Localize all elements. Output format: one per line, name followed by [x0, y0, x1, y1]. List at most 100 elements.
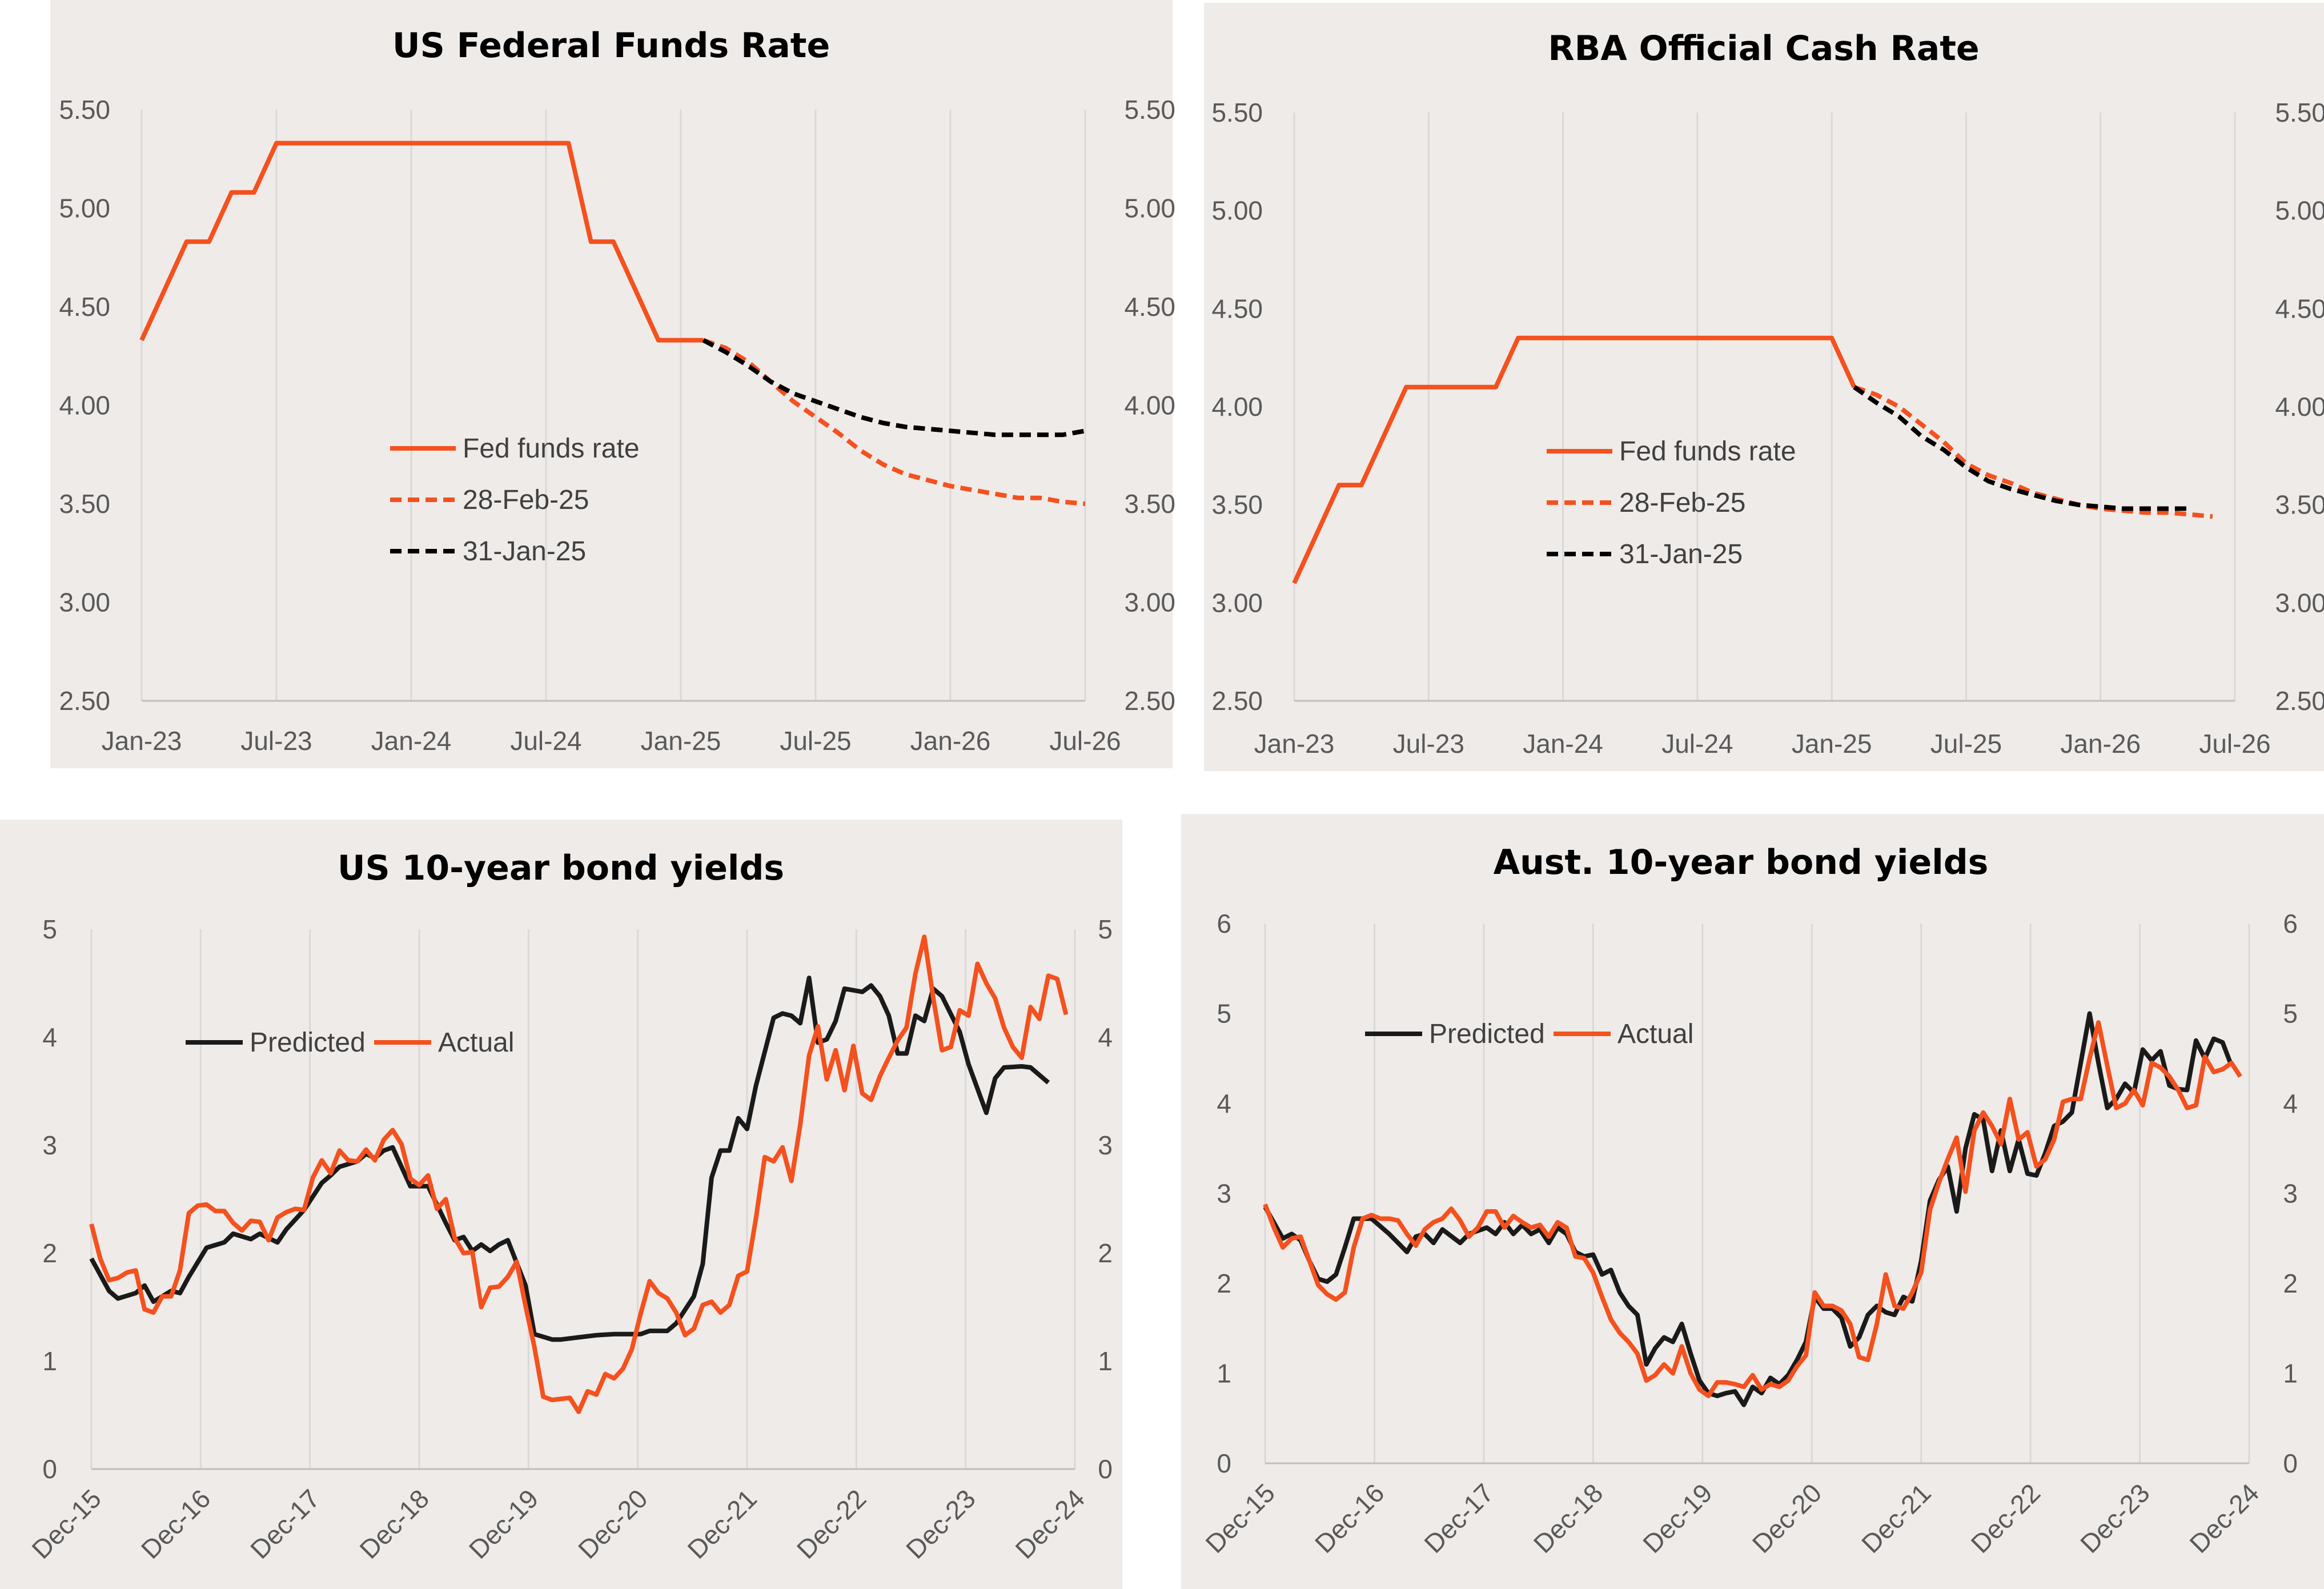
x-tick-label: Dec-22	[791, 1483, 872, 1564]
y-tick-label-left: 3.50	[1211, 490, 1263, 520]
series-line-1	[1263, 1020, 2242, 1398]
y-tick-label-left: 5.50	[1211, 98, 1263, 127]
x-tick-label: Jul-25	[1930, 729, 2002, 759]
y-tick-label-right: 1	[2283, 1359, 2298, 1389]
chart-title: RBA Official Cash Rate	[1548, 29, 1979, 69]
x-tick-label: Dec-23	[2074, 1478, 2156, 1559]
x-tick-label: Dec-17	[244, 1483, 326, 1564]
legend-label: Actual	[1617, 1019, 1693, 1049]
chart-panel-rba-cash-rate: Jan-23 Jul-23 Jan-24 Jul-24 Jan-25 Jul-25 Jan-…	[1204, 3, 2324, 771]
x-tick-label: Dec-20	[1747, 1478, 1828, 1559]
x-tick-label: Jan-26	[910, 726, 991, 756]
y-tick-label-left: 3	[1217, 1179, 1231, 1209]
y-tick-label-left: 5.00	[59, 194, 110, 223]
y-tick-label-left: 2	[1217, 1269, 1231, 1298]
chart-aus-10y-yields: Dec-15 Dec-16 Dec-17 Dec-18 Dec-19 Dec-20 Dec-…	[1199, 842, 2298, 1559]
y-tick-label-right: 4.00	[2275, 392, 2324, 422]
y-tick-label-left: 4	[42, 1022, 57, 1052]
chart-panel-us-10y-yields: Dec-15 Dec-16 Dec-17 Dec-18 Dec-19 Dec-20 Dec-…	[0, 820, 1122, 1589]
y-tick-label-right: 2	[1098, 1238, 1113, 1268]
y-tick-label-left: 1	[42, 1346, 57, 1376]
series-line-2	[1853, 385, 2190, 511]
x-tick-label: Jul-26	[1049, 726, 1121, 756]
y-tick-label-right: 3	[1098, 1130, 1113, 1160]
y-tick-label-right: 1	[1098, 1346, 1113, 1376]
y-tick-label-left: 3.00	[59, 588, 110, 617]
y-tick-label-left: 4.50	[59, 292, 110, 322]
legend-label: 28-Feb-25	[463, 485, 589, 515]
chart-panel-us-fed-funds: Jan-23 Jul-23 Jan-24 Jul-24 Jan-25 Jul-25 Jan-…	[50, 0, 1175, 768]
x-tick-label: Dec-19	[463, 1483, 544, 1564]
x-tick-label: Dec-24	[1009, 1483, 1090, 1564]
y-tick-label-right: 2	[2283, 1269, 2298, 1298]
y-tick-label-right: 4.00	[1124, 391, 1175, 420]
y-tick-label-left: 4.00	[59, 391, 110, 420]
series-line-0	[1292, 335, 1857, 584]
legend-label: Fed funds rate	[463, 434, 640, 464]
y-tick-label-right: 5.00	[2275, 196, 2324, 226]
series-line-1	[1853, 384, 2213, 519]
x-tick-label: Jan-25	[1792, 729, 1872, 759]
x-tick-label: Dec-24	[2183, 1478, 2265, 1559]
y-tick-label-right: 5	[1098, 914, 1113, 944]
x-tick-label: Dec-15	[26, 1483, 107, 1564]
y-tick-label-left: 2.50	[1211, 686, 1263, 716]
legend-label: 28-Feb-25	[1619, 488, 1745, 518]
legend-label: Predicted	[250, 1028, 366, 1058]
x-tick-label: Dec-19	[1637, 1478, 1718, 1559]
chart-rba-cash-rate: Jan-23 Jul-23 Jan-24 Jul-24 Jan-25 Jul-25 Jan-…	[1211, 29, 2324, 759]
chart-us-fed-funds: Jan-23 Jul-23 Jan-24 Jul-24 Jan-25 Jul-25 Jan-…	[59, 26, 1175, 756]
y-tick-label-left: 3.00	[1211, 588, 1263, 617]
y-tick-label-right: 5	[2283, 999, 2298, 1029]
x-tick-label: Dec-22	[1965, 1478, 2046, 1559]
x-tick-label: Jul-24	[1661, 729, 1733, 759]
y-tick-label-right: 3	[2283, 1179, 2298, 1209]
y-tick-label-right: 5.50	[1124, 95, 1175, 125]
y-tick-label-left: 4.50	[1211, 294, 1263, 323]
x-tick-label: Dec-18	[354, 1483, 435, 1564]
series-line-0	[139, 141, 704, 343]
x-tick-label: Jan-23	[1254, 729, 1335, 759]
y-tick-label-left: 5.50	[59, 95, 110, 125]
series-line-1	[702, 338, 1086, 506]
y-tick-label-right: 3.50	[1124, 489, 1175, 519]
x-tick-label: Jan-23	[102, 726, 182, 756]
x-tick-label: Jan-24	[1523, 729, 1603, 759]
x-tick-label: Jul-23	[240, 726, 312, 756]
y-tick-label-right: 4	[2283, 1089, 2298, 1118]
y-tick-label-right: 4.50	[2275, 294, 2324, 323]
y-tick-label-right: 5.00	[1124, 194, 1175, 223]
legend-label: Predicted	[1429, 1019, 1545, 1049]
y-tick-label-left: 2	[42, 1238, 57, 1268]
x-tick-label: Jul-23	[1393, 729, 1464, 759]
x-tick-label: Jan-26	[2060, 729, 2141, 759]
series-line-1	[89, 934, 1069, 1414]
y-tick-label-right: 3.00	[1124, 588, 1175, 617]
y-tick-label-left: 3.50	[59, 489, 110, 519]
y-tick-label-left: 5.00	[1211, 196, 1263, 226]
chart-panel-aus-10y-yields: Dec-15 Dec-16 Dec-17 Dec-18 Dec-19 Dec-20 Dec-…	[1181, 814, 2324, 1589]
x-tick-label: Dec-18	[1528, 1478, 1609, 1559]
y-tick-label-left: 4	[1217, 1089, 1231, 1118]
x-tick-label: Jul-25	[780, 726, 851, 756]
chart-us-10y-yields: Dec-15 Dec-16 Dec-17 Dec-18 Dec-19 Dec-20 Dec-…	[26, 848, 1113, 1564]
x-tick-label: Jul-26	[2199, 729, 2270, 759]
y-tick-label-right: 3.50	[2275, 490, 2324, 520]
x-tick-label: Dec-20	[572, 1483, 653, 1564]
y-tick-label-right: 5.50	[2275, 98, 2324, 127]
y-tick-label-right: 4.50	[1124, 292, 1175, 322]
legend-label: Fed funds rate	[1619, 436, 1796, 467]
x-tick-label: Dec-21	[1856, 1478, 1937, 1559]
series-line-0	[1263, 1011, 2234, 1407]
chart-title: US Federal Funds Rate	[392, 26, 830, 66]
y-tick-label-right: 2.50	[1124, 686, 1175, 716]
x-tick-label: Dec-21	[681, 1483, 762, 1564]
y-tick-label-left: 4.00	[1211, 392, 1263, 422]
y-tick-label-left: 5	[42, 914, 57, 944]
y-tick-label-left: 0	[42, 1454, 57, 1484]
y-tick-label-right: 4	[1098, 1022, 1113, 1052]
y-tick-label-left: 2.50	[59, 686, 110, 716]
y-tick-label-left: 5	[1217, 999, 1231, 1029]
y-tick-label-right: 6	[2283, 909, 2298, 938]
y-tick-label-right: 0	[2283, 1448, 2298, 1478]
